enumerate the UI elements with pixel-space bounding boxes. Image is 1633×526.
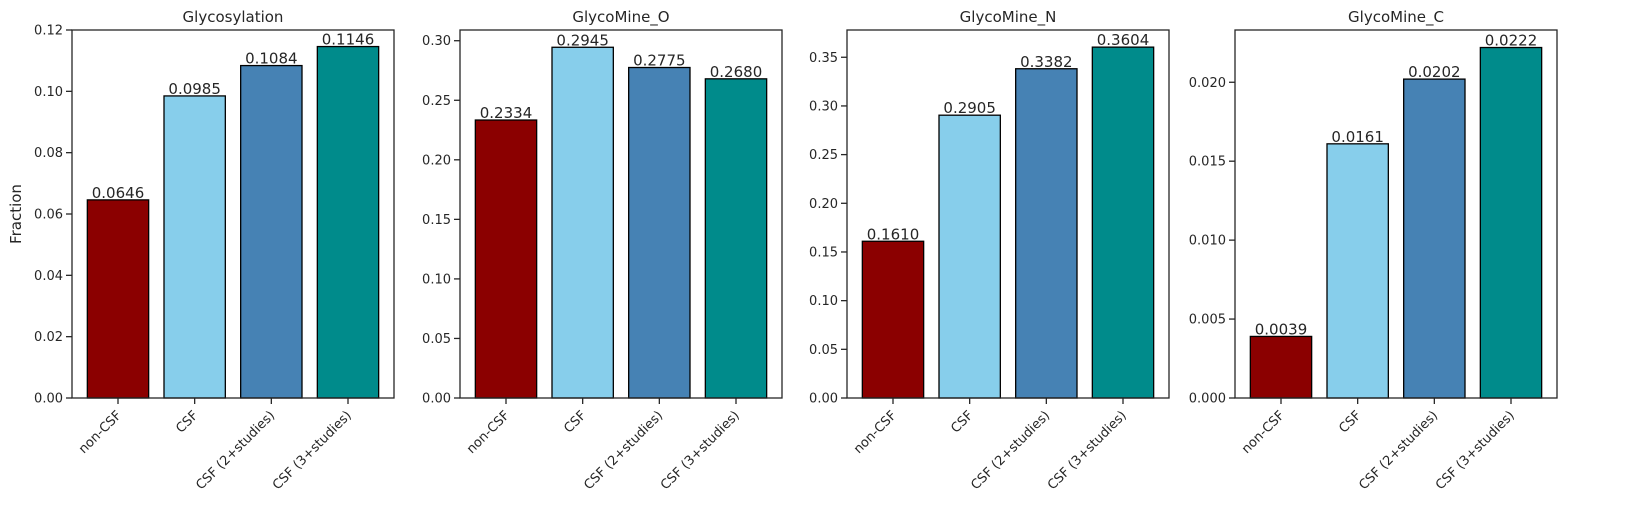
x-tick-label-4: CSF (3+studies) (1045, 408, 1130, 493)
x-tick-label-2: CSF (948, 408, 976, 436)
x-tick-label-2: CSF (561, 408, 589, 436)
bar-1 (861, 240, 925, 399)
y-tick-label-5: 0.20 (809, 197, 838, 212)
value-label-4: 0.2680 (710, 63, 763, 81)
bar-3 (1015, 68, 1078, 399)
y-tick-label-2: 0.05 (422, 332, 451, 347)
value-label-1: 0.2334 (480, 104, 533, 122)
bar-4 (316, 45, 380, 399)
axes-frame (71, 29, 395, 399)
value-label-4: 0.0222 (1485, 32, 1538, 50)
x-tick-label-1: non-CSF (76, 408, 125, 457)
value-label-3: 0.2775 (633, 52, 686, 70)
y-tick-label-1: 0.00 (422, 392, 451, 407)
y-tick-label-5: 0.020 (1189, 76, 1226, 91)
y-tick-label-4: 0.15 (422, 213, 451, 228)
y-tick-label-3: 0.10 (809, 294, 838, 309)
value-label-2: 0.2905 (943, 99, 996, 117)
bar-2 (1326, 143, 1389, 399)
chart-panel-3: 0.1610 non-CSF 0.2905 CSF 0.3382 CSF (2+studi… (809, 8, 1170, 493)
y-tick-label-2: 0.02 (34, 330, 63, 345)
y-tick-label-1: 0.00 (809, 392, 838, 407)
value-label-1: 0.0039 (1255, 320, 1308, 338)
chart-panels: 0.0646 non-CSF 0.0985 CSF 0.1084 CSF (2+studi… (7, 8, 1558, 493)
panel-title: GlycoMine_O (572, 8, 669, 27)
value-label-3: 0.1084 (245, 50, 298, 68)
y-tick-label-2: 0.005 (1189, 313, 1226, 328)
y-axis-label: Fraction (7, 184, 25, 244)
axes-frame (846, 29, 1170, 399)
x-tick-label-3: CSF (2+studies) (193, 408, 278, 493)
bar-1 (1249, 335, 1313, 399)
x-tick-label-4: CSF (3+studies) (270, 408, 355, 493)
bar-2 (551, 46, 614, 399)
x-tick-label-2: CSF (173, 408, 201, 436)
y-tick-label-7: 0.30 (809, 99, 838, 114)
panel-title: Glycosylation (183, 8, 284, 26)
panel-title: GlycoMine_C (1348, 8, 1444, 27)
y-tick-label-3: 0.04 (34, 269, 63, 284)
x-tick-label-1: non-CSF (1239, 408, 1288, 457)
x-tick-label-4: CSF (3+studies) (658, 408, 743, 493)
x-tick-label-3: CSF (2+studies) (1356, 408, 1441, 493)
bar-2 (163, 95, 226, 399)
value-label-2: 0.0161 (1331, 128, 1384, 146)
value-label-2: 0.2945 (556, 31, 609, 49)
y-tick-label-7: 0.30 (422, 34, 451, 49)
value-label-3: 0.3382 (1020, 53, 1073, 71)
chart-panel-1: 0.0646 non-CSF 0.0985 CSF 0.1084 CSF (2+studi… (7, 8, 395, 493)
axes-frame (1234, 29, 1558, 399)
x-tick-label-3: CSF (2+studies) (581, 408, 666, 493)
y-tick-label-1: 0.00 (34, 392, 63, 407)
bar-3 (1403, 78, 1466, 399)
value-label-4: 0.3604 (1097, 31, 1150, 49)
y-tick-label-1: 0.000 (1189, 392, 1226, 407)
bar-2 (938, 114, 1001, 399)
chart-panel-4: 0.0039 non-CSF 0.0161 CSF 0.0202 CSF (2+studi… (1189, 8, 1558, 493)
value-label-1: 0.1610 (867, 225, 920, 243)
x-tick-label-1: non-CSF (851, 408, 900, 457)
value-label-4: 0.1146 (322, 31, 375, 49)
value-label-2: 0.0985 (168, 80, 221, 98)
x-tick-label-3: CSF (2+studies) (968, 408, 1053, 493)
y-tick-label-5: 0.08 (34, 146, 63, 161)
y-tick-label-6: 0.25 (809, 148, 838, 163)
y-tick-label-3: 0.010 (1189, 234, 1226, 249)
y-tick-label-4: 0.06 (34, 208, 63, 223)
bar-4 (704, 78, 768, 399)
bar-4 (1091, 46, 1155, 399)
y-tick-label-7: 0.12 (34, 24, 63, 39)
axes-frame (459, 29, 783, 399)
y-tick-label-8: 0.35 (809, 51, 838, 66)
value-label-1: 0.0646 (92, 184, 145, 202)
y-tick-label-3: 0.10 (422, 272, 451, 287)
y-tick-label-4: 0.015 (1189, 155, 1226, 170)
y-tick-label-6: 0.25 (422, 94, 451, 109)
bar-4 (1479, 46, 1543, 399)
x-tick-label-2: CSF (1336, 408, 1364, 436)
bar-3 (240, 64, 303, 399)
panel-title: GlycoMine_N (960, 8, 1057, 27)
bar-1 (474, 119, 538, 399)
bar-1 (86, 199, 150, 399)
x-tick-label-1: non-CSF (464, 408, 513, 457)
x-tick-label-4: CSF (3+studies) (1433, 408, 1518, 493)
y-tick-label-2: 0.05 (809, 343, 838, 358)
value-label-3: 0.0202 (1408, 63, 1461, 81)
y-tick-label-4: 0.15 (809, 245, 838, 260)
y-tick-label-6: 0.10 (34, 85, 63, 100)
chart-panel-2: 0.2334 non-CSF 0.2945 CSF 0.2775 CSF (2+studi… (422, 8, 783, 493)
bar-3 (628, 66, 691, 399)
y-tick-label-5: 0.20 (422, 153, 451, 168)
